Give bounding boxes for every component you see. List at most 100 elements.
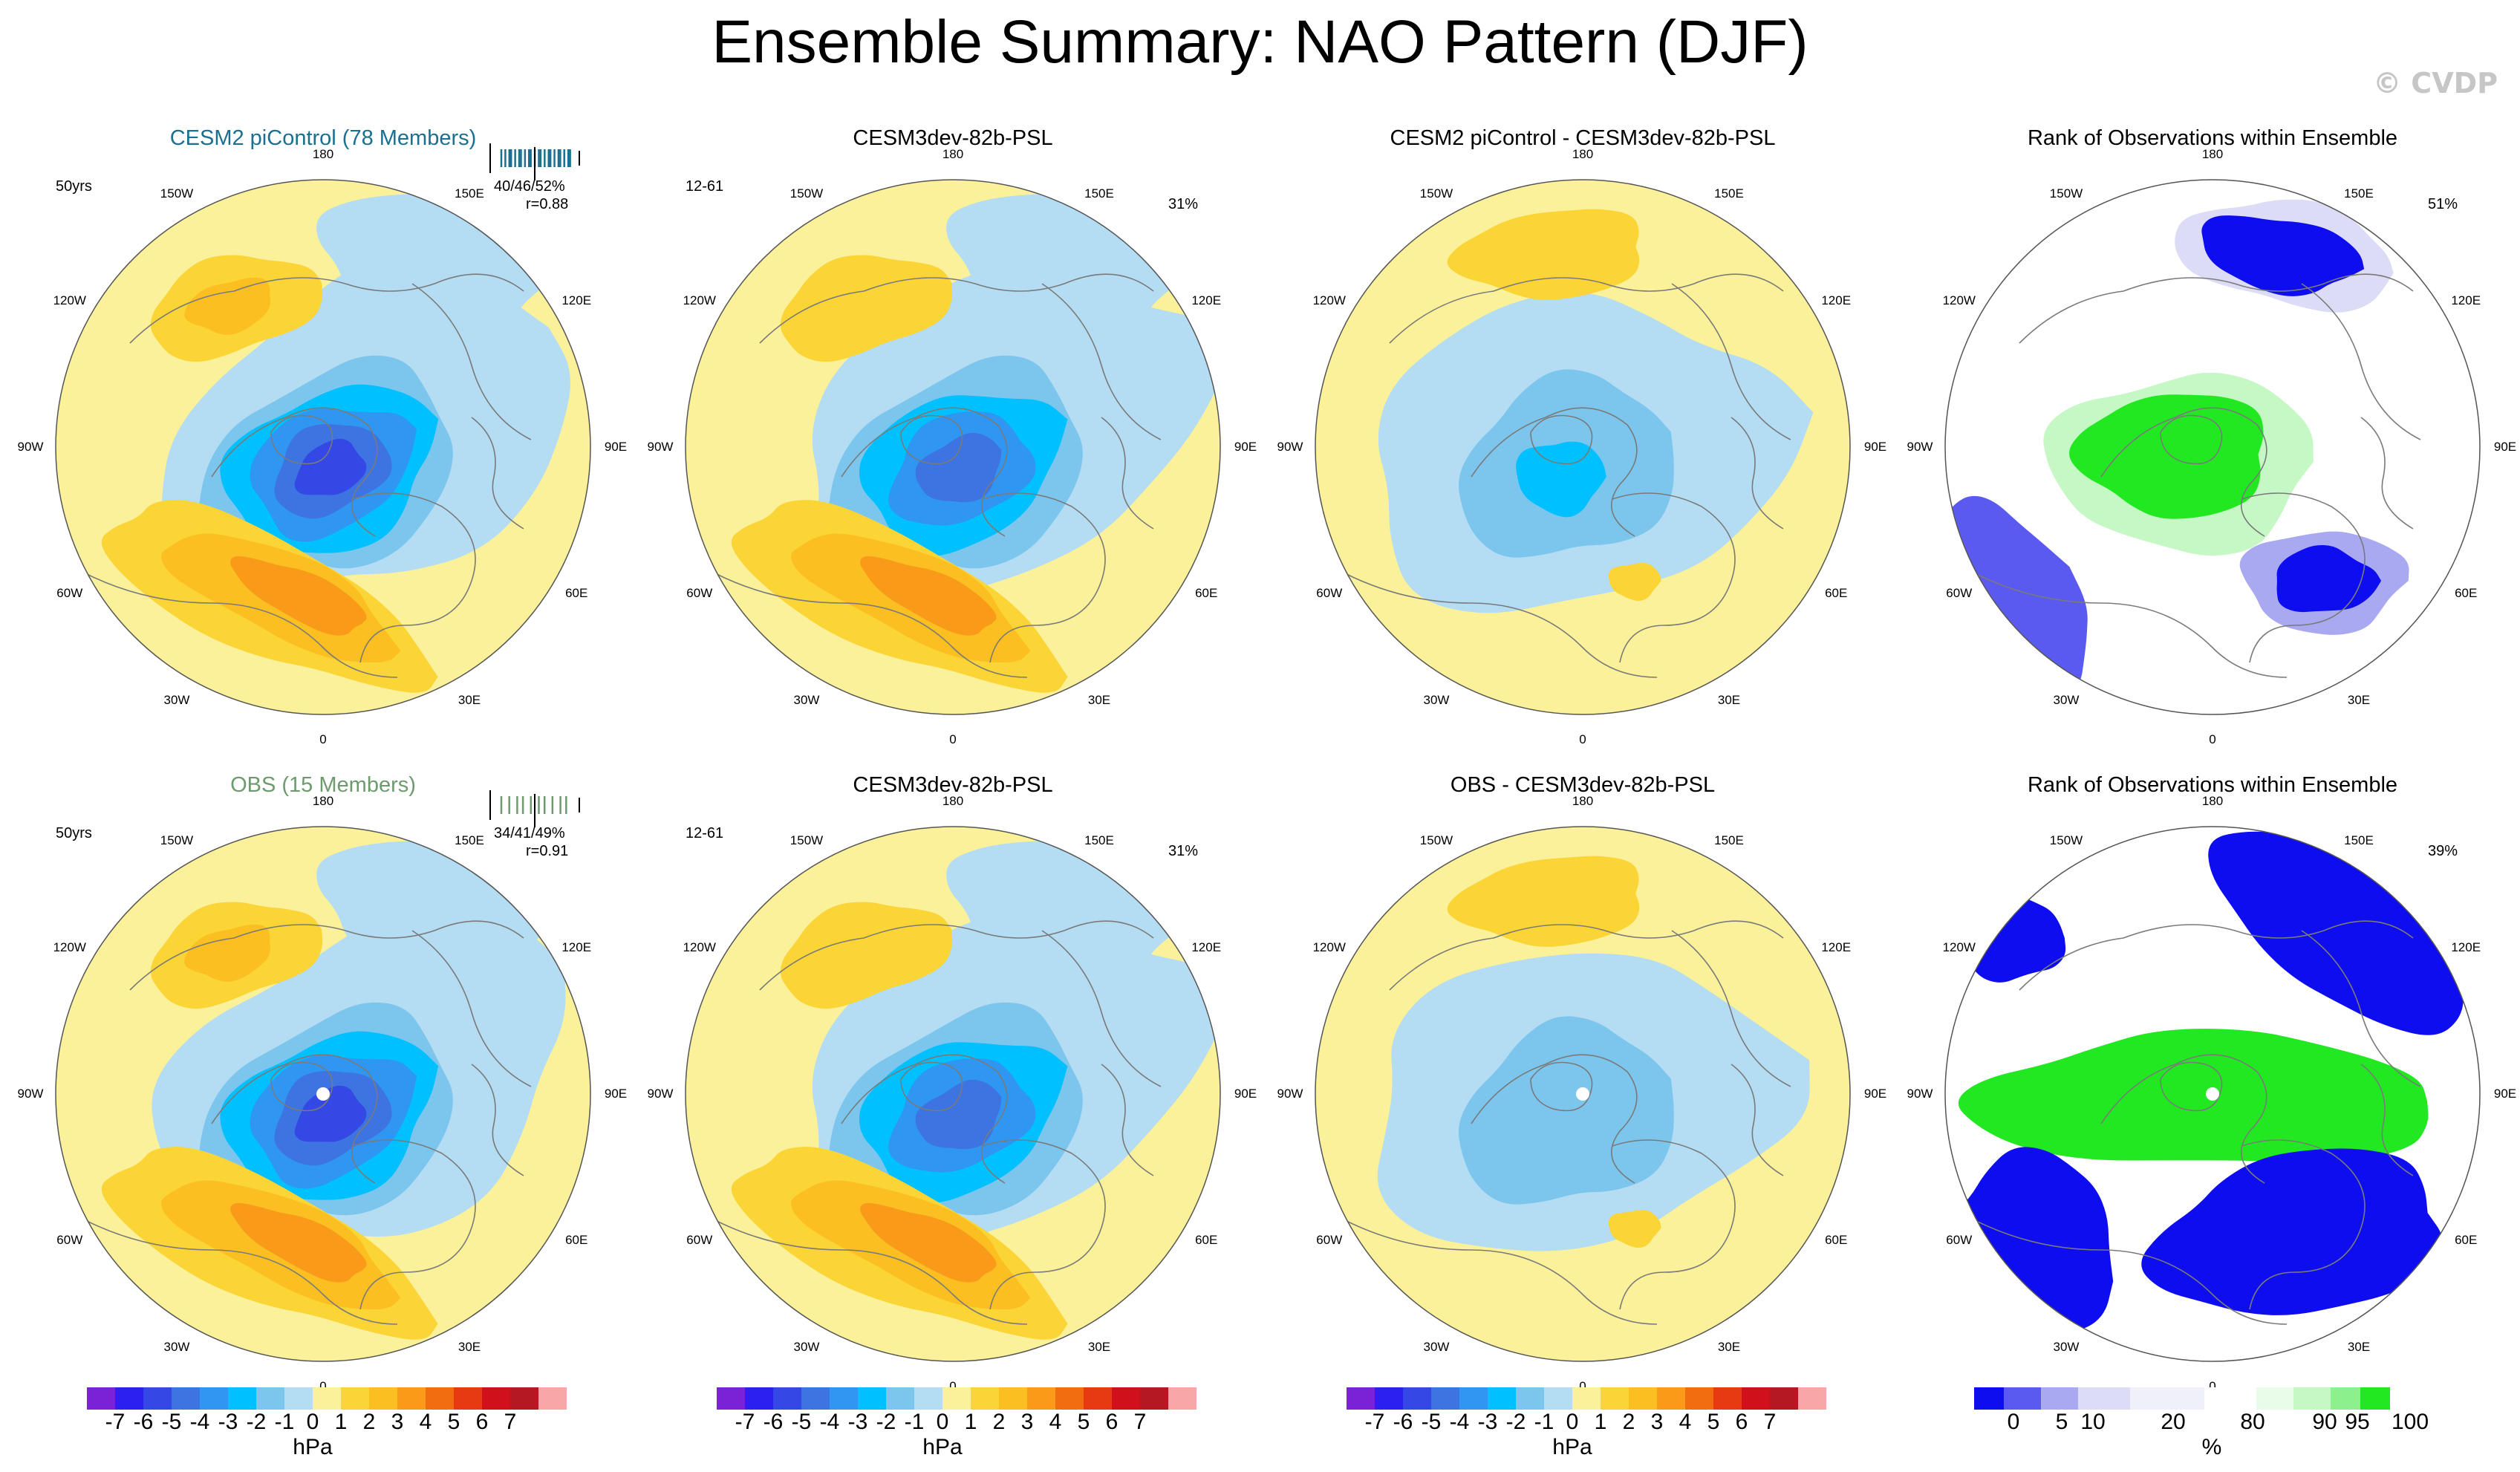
coastline-2 — [1612, 1139, 1736, 1310]
region-plus1-hpa-europe — [1608, 1210, 1661, 1248]
colorbar-swatch — [1657, 1387, 1685, 1410]
pressure-colorbar: -7 -6 -5 -4 -3 -2 -1 0 1 2 3 4 5 6 7 hPa — [717, 1387, 1196, 1459]
colorbar-swatch — [115, 1387, 143, 1410]
colorbar-tick-label: 3 — [391, 1410, 404, 1434]
longitude-label-150e: 150E — [1084, 833, 1114, 847]
colorbar-swatch — [1431, 1387, 1459, 1410]
ensemble-member-bars — [489, 143, 580, 180]
colorbar-tick-label: 1 — [964, 1410, 977, 1434]
longitude-label-120e: 120E — [1821, 940, 1852, 954]
figure-title: Ensemble Summary: NAO Pattern (DJF) — [712, 8, 1808, 76]
map-fill — [1315, 180, 1850, 714]
colorbar-tick-label: -1 — [274, 1410, 295, 1434]
colorbar-swatch — [1629, 1387, 1657, 1410]
colorbar-tick-label: 3 — [1650, 1410, 1664, 1434]
longitude-label-150e: 150E — [1084, 186, 1114, 201]
period-label: 50yrs — [56, 178, 92, 195]
colorbar-tick-label: -6 — [133, 1410, 154, 1434]
panel-title: OBS (15 Members) — [230, 773, 416, 797]
region-plus3-hpa — [860, 1202, 997, 1283]
colorbar-tick-label: -7 — [735, 1410, 755, 1434]
colorbar-tick-label: -6 — [763, 1410, 784, 1434]
longitude-label-30w: 30W — [1423, 693, 1450, 708]
longitude-label-60w: 60W — [56, 586, 83, 600]
colorbar-swatch — [1375, 1387, 1403, 1410]
region-plus1-hpa-pacific — [1447, 856, 1640, 947]
colorbar-tick-label: 2 — [1622, 1410, 1635, 1434]
coastline-4 — [2301, 930, 2421, 1087]
colorbar-swatch — [1516, 1387, 1544, 1410]
longitude-label-180: 180 — [2201, 147, 2224, 161]
map-boundary — [685, 179, 1221, 715]
coastline-0 — [1389, 273, 1784, 344]
longitude-label-90e: 90E — [2493, 1087, 2517, 1101]
colorbar-swatch — [1027, 1387, 1055, 1410]
longitude-label-60e: 60E — [2455, 586, 2478, 600]
longitude-label-150w: 150W — [160, 186, 194, 201]
rank-colorbar-swatch — [2293, 1387, 2331, 1410]
coastline-4 — [411, 930, 532, 1087]
longitude-label-90e: 90E — [1234, 440, 1257, 454]
region-below-5-pct-europe — [2141, 1148, 2444, 1315]
longitude-label-90e: 90E — [1863, 440, 1887, 454]
rank-tick-label: 90 — [2312, 1410, 2337, 1434]
coastline-1 — [841, 1054, 1008, 1184]
coastline-4 — [2301, 283, 2421, 440]
rank-colorbar: 0 5 10 20 80 90 95 100% — [1974, 1387, 2429, 1459]
colorbar-swatch — [256, 1387, 284, 1410]
north-pole-marker — [316, 1087, 330, 1101]
longitude-label-0: 0 — [949, 732, 957, 746]
longitude-label-30w: 30W — [163, 1340, 190, 1355]
longitude-label-150w: 150W — [789, 186, 824, 201]
longitude-label-30e: 30E — [458, 693, 481, 708]
longitude-label-90w: 90W — [647, 440, 674, 454]
longitude-label-90e: 90E — [604, 1087, 628, 1101]
coastline-3 — [1344, 1219, 1658, 1325]
map-boundary — [55, 179, 591, 715]
panel-title: CESM2 piControl (78 Members) — [169, 126, 477, 150]
longitude-label-30e: 30E — [1717, 693, 1741, 708]
longitude-label-120w: 120W — [1942, 293, 1976, 307]
longitude-label-30e: 30E — [1717, 1340, 1741, 1355]
member-bars-svg — [489, 143, 580, 180]
map-boundary — [1944, 826, 2481, 1362]
colorbar-swatch — [745, 1387, 773, 1410]
coastline-1 — [1471, 1054, 1638, 1184]
coastline-4 — [411, 283, 532, 440]
longitude-label-120w: 120W — [1942, 940, 1976, 954]
rank-tick-label: 10 — [2080, 1410, 2106, 1434]
region-plus2-hpa-pacific — [184, 277, 270, 335]
longitude-label-0: 0 — [949, 1379, 957, 1393]
rank-colorbar-swatch — [2004, 1387, 2041, 1410]
colorbar-swatch — [1798, 1387, 1826, 1410]
colorbar-tick-label: -4 — [819, 1410, 840, 1434]
longitude-label-150w: 150W — [1419, 186, 1453, 201]
longitude-label-180: 180 — [1572, 147, 1594, 161]
pct-variance-label: 31% — [1168, 196, 1199, 212]
colorbar-swatch — [717, 1387, 745, 1410]
coastline-6 — [2360, 417, 2414, 530]
longitude-label-60w: 60W — [56, 1233, 83, 1247]
coastline-0 — [759, 920, 1154, 991]
colorbar-swatch — [914, 1387, 942, 1410]
region-plus1-hpa-pacific — [780, 902, 953, 1009]
colorbar-swatch — [510, 1387, 538, 1410]
colorbar-tick-label: 0 — [936, 1410, 949, 1434]
pct-variance-label: 51% — [2428, 196, 2458, 212]
longitude-label-150w: 150W — [160, 833, 194, 847]
colorbar-swatch — [538, 1387, 567, 1410]
coastline-2 — [2241, 492, 2366, 663]
polar-map — [685, 179, 1221, 715]
longitude-label-30w: 30W — [163, 693, 190, 708]
longitude-label-120w: 120W — [683, 293, 716, 307]
coastline-6 — [471, 417, 524, 530]
colorbar-tick-label: -7 — [1364, 1410, 1385, 1434]
longitude-label-90w: 90W — [17, 1087, 44, 1101]
rank-tick-label: 80 — [2240, 1410, 2265, 1434]
longitude-label-120e: 120E — [1821, 293, 1852, 307]
colorbar-unit: hPa — [293, 1435, 333, 1459]
panel-title: OBS - CESM3dev-82b-PSL — [1450, 773, 1716, 797]
longitude-label-120e: 120E — [2451, 293, 2481, 307]
coastline-5 — [2160, 414, 2223, 465]
longitude-label-180: 180 — [942, 794, 964, 808]
